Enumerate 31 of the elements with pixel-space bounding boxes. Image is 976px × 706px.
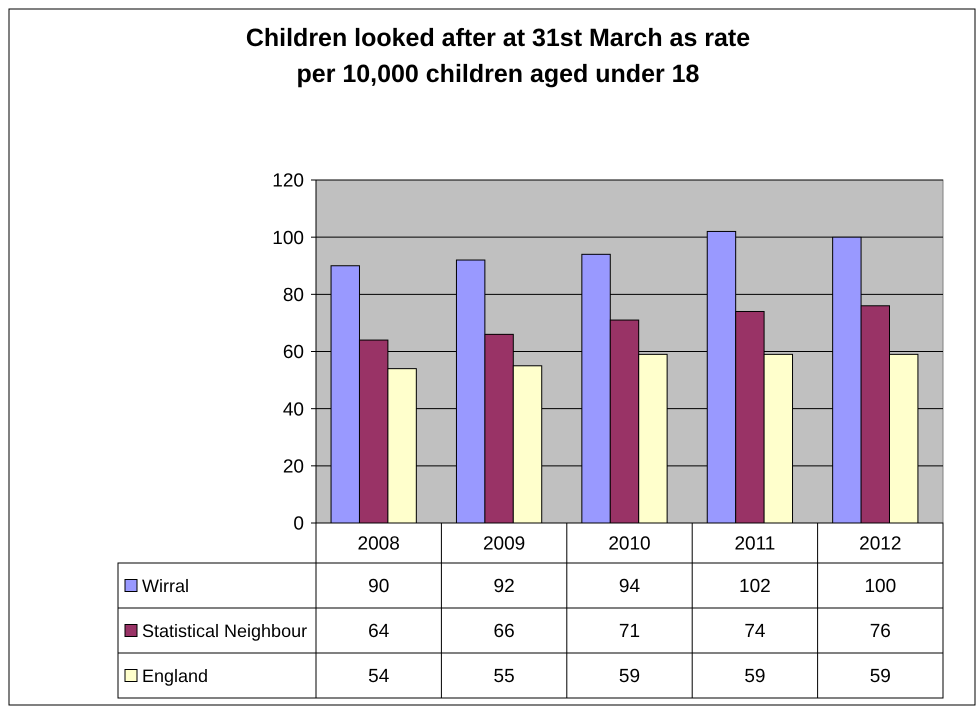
- data-label: 76: [870, 621, 891, 642]
- data-label: 71: [618, 621, 640, 642]
- x-tick-label: 2008: [358, 534, 400, 555]
- legend-label: Wirral: [142, 576, 189, 596]
- data-label: 64: [368, 621, 390, 642]
- data-label: 94: [618, 576, 640, 598]
- legend-label: England: [142, 666, 208, 686]
- legend-label: Statistical Neighbour: [142, 620, 308, 641]
- data-label: 59: [870, 666, 891, 688]
- data-label: 66: [494, 621, 515, 642]
- data-label: 92: [494, 576, 515, 598]
- data-label: 59: [618, 666, 640, 688]
- data-label: 100: [864, 576, 896, 598]
- y-tick-label: 80: [282, 284, 304, 306]
- x-tick-label: 2010: [608, 534, 651, 555]
- y-tick-label: 100: [272, 228, 304, 249]
- data-label: 55: [494, 666, 515, 688]
- data-label: 59: [744, 666, 766, 688]
- x-tick-label: 2012: [859, 534, 902, 555]
- y-tick-label: 0: [293, 514, 304, 535]
- data-label: 54: [368, 666, 390, 688]
- x-tick-label: 2009: [482, 534, 526, 555]
- y-tick-label: 40: [282, 399, 304, 420]
- data-label: 90: [368, 576, 390, 598]
- y-tick-label: 60: [282, 342, 304, 364]
- y-tick-label: 20: [282, 456, 304, 478]
- chart-title: Children looked after at 31st March as rate per 10,000 children aged under 18: [246, 24, 750, 88]
- y-tick-label: 120: [272, 170, 304, 192]
- data-label: 74: [744, 621, 766, 642]
- x-tick-label: 2011: [734, 534, 776, 555]
- data-label: 102: [739, 576, 771, 598]
